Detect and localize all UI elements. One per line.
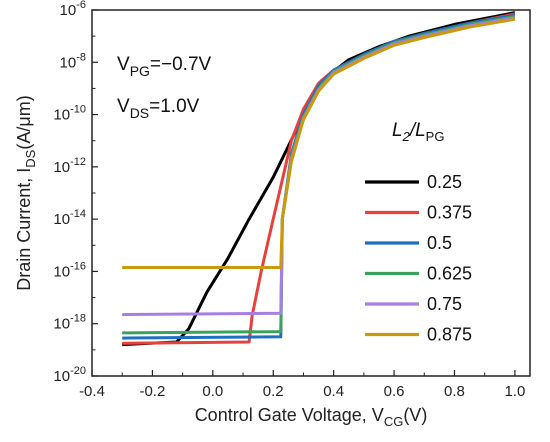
x-tick-label: -0.2 [139, 383, 165, 400]
legend-label-0.75: 0.75 [427, 294, 462, 314]
x-tick-label: 1.0 [504, 383, 525, 400]
series-layer [122, 11, 516, 347]
legend-label-0.375: 0.375 [427, 203, 472, 223]
y-tick-label: 10-8 [60, 51, 86, 71]
x-axis-title: Control Gate Voltage, VCG(V) [195, 405, 428, 429]
y-axis-title: Drain Current, IDS(A/μm) [14, 95, 38, 290]
x-tick-label: 0.6 [384, 383, 405, 400]
x-tick-label: -0.4 [79, 383, 105, 400]
y-tick-label: 10-6 [60, 0, 86, 19]
x-tick-label: 0.8 [444, 383, 465, 400]
series-line-0.875 [122, 17, 516, 269]
x-tick-label: 0.2 [263, 383, 284, 400]
x-tick-label: 0.0 [202, 383, 223, 400]
legend-label-0.875: 0.875 [427, 325, 472, 345]
plot-frame [91, 9, 531, 377]
y-tick-label: 10-12 [53, 156, 86, 176]
legend-label-0.5: 0.5 [427, 233, 452, 253]
label-layer: Control Gate Voltage, VCG(V) Drain Curren… [14, 54, 427, 429]
x-tick-label: 0.4 [323, 383, 344, 400]
legend-label-0.25: 0.25 [427, 172, 462, 192]
tick-layer: -0.4 -0.2 0.0 0.2 0.4 0.6 0.8 1.0 10-20 10-18 10-1… [53, 0, 525, 400]
y-tick-label: 10-16 [53, 260, 86, 280]
legend: L2/LPG 0.25 0.375 0.5 0.625 0.75 0.875 [365, 120, 472, 345]
y-tick-label: 10-14 [53, 208, 86, 228]
legend-label-0.625: 0.625 [427, 264, 472, 284]
annotation-ds: VDS=1.0V [117, 96, 200, 121]
annotation-pg: VPG=−0.7V [117, 54, 212, 79]
y-tick-label: 10-10 [53, 104, 86, 124]
y-tick-label: 10-20 [53, 365, 86, 385]
y-tick-label: 10-18 [53, 313, 86, 333]
legend-title: L2/LPG [392, 120, 444, 144]
